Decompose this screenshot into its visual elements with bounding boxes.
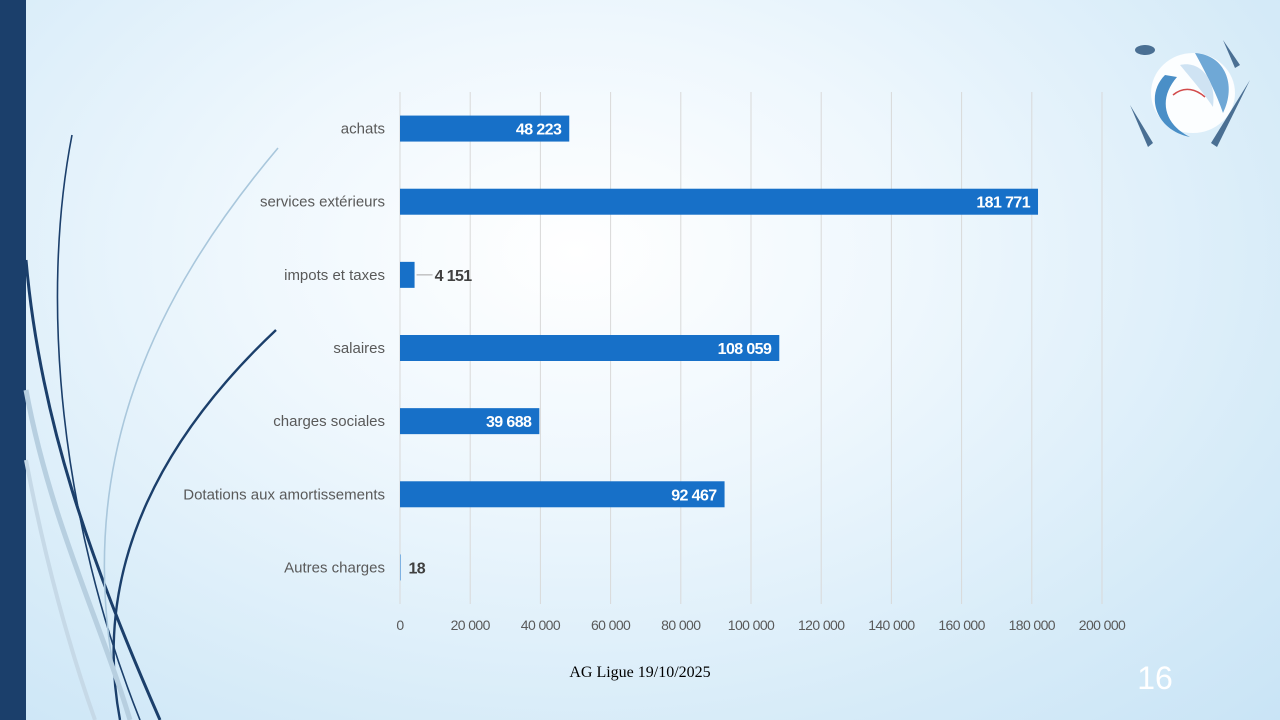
- value-label: 181 771: [976, 195, 1030, 212]
- bar: [400, 408, 540, 435]
- x-tick-label: 0: [396, 617, 404, 633]
- value-label: 108 059: [718, 341, 772, 358]
- value-label: 48 223: [516, 122, 562, 139]
- bar: [400, 115, 570, 142]
- x-tick-label: 80 000: [661, 617, 701, 633]
- x-tick-label: 60 000: [591, 617, 631, 633]
- decorative-swooshes: [23, 134, 279, 720]
- league-logo: [1130, 40, 1250, 147]
- category-label: Dotations aux amortissements: [183, 486, 385, 503]
- slide-number: 16: [1137, 660, 1173, 696]
- category-label: achats: [341, 121, 385, 138]
- x-tick-label: 40 000: [521, 617, 561, 633]
- left-accent-bar: [0, 0, 26, 720]
- x-tick-label: 140 000: [868, 617, 915, 633]
- category-labels: achats services extérieurs impots et taxes…: [183, 121, 385, 577]
- x-tick-label: 200 000: [1079, 617, 1126, 633]
- bars: [400, 115, 1039, 581]
- category-label: charges sociales: [273, 413, 385, 430]
- value-label: 4 151: [435, 268, 473, 285]
- x-tick-label: 180 000: [1009, 617, 1056, 633]
- bar: [400, 188, 1039, 215]
- bar: [400, 481, 725, 508]
- x-tick-label: 120 000: [798, 617, 845, 633]
- category-label: salaires: [333, 340, 385, 357]
- x-axis-tick-labels: 0 20 000 40 000 60 000 80 000 100 000 120 000 1…: [396, 617, 1126, 633]
- x-tick-label: 160 000: [938, 617, 985, 633]
- category-label: services extérieurs: [260, 194, 385, 211]
- value-label: 18: [409, 560, 426, 577]
- bar: [400, 335, 780, 361]
- bar: [400, 554, 401, 581]
- category-label: Autres charges: [284, 559, 385, 576]
- bar: [400, 261, 415, 288]
- value-label: 39 688: [486, 414, 532, 431]
- category-label: impots et taxes: [284, 267, 385, 284]
- x-tick-label: 100 000: [728, 617, 775, 633]
- value-labels: 48 223 181 771 4 151 108 059 39 688 92 467 18: [409, 122, 1032, 578]
- value-label: 92 467: [671, 487, 717, 504]
- footer-text: AG Ligue 19/10/2025: [569, 664, 711, 681]
- x-tick-label: 20 000: [451, 617, 491, 633]
